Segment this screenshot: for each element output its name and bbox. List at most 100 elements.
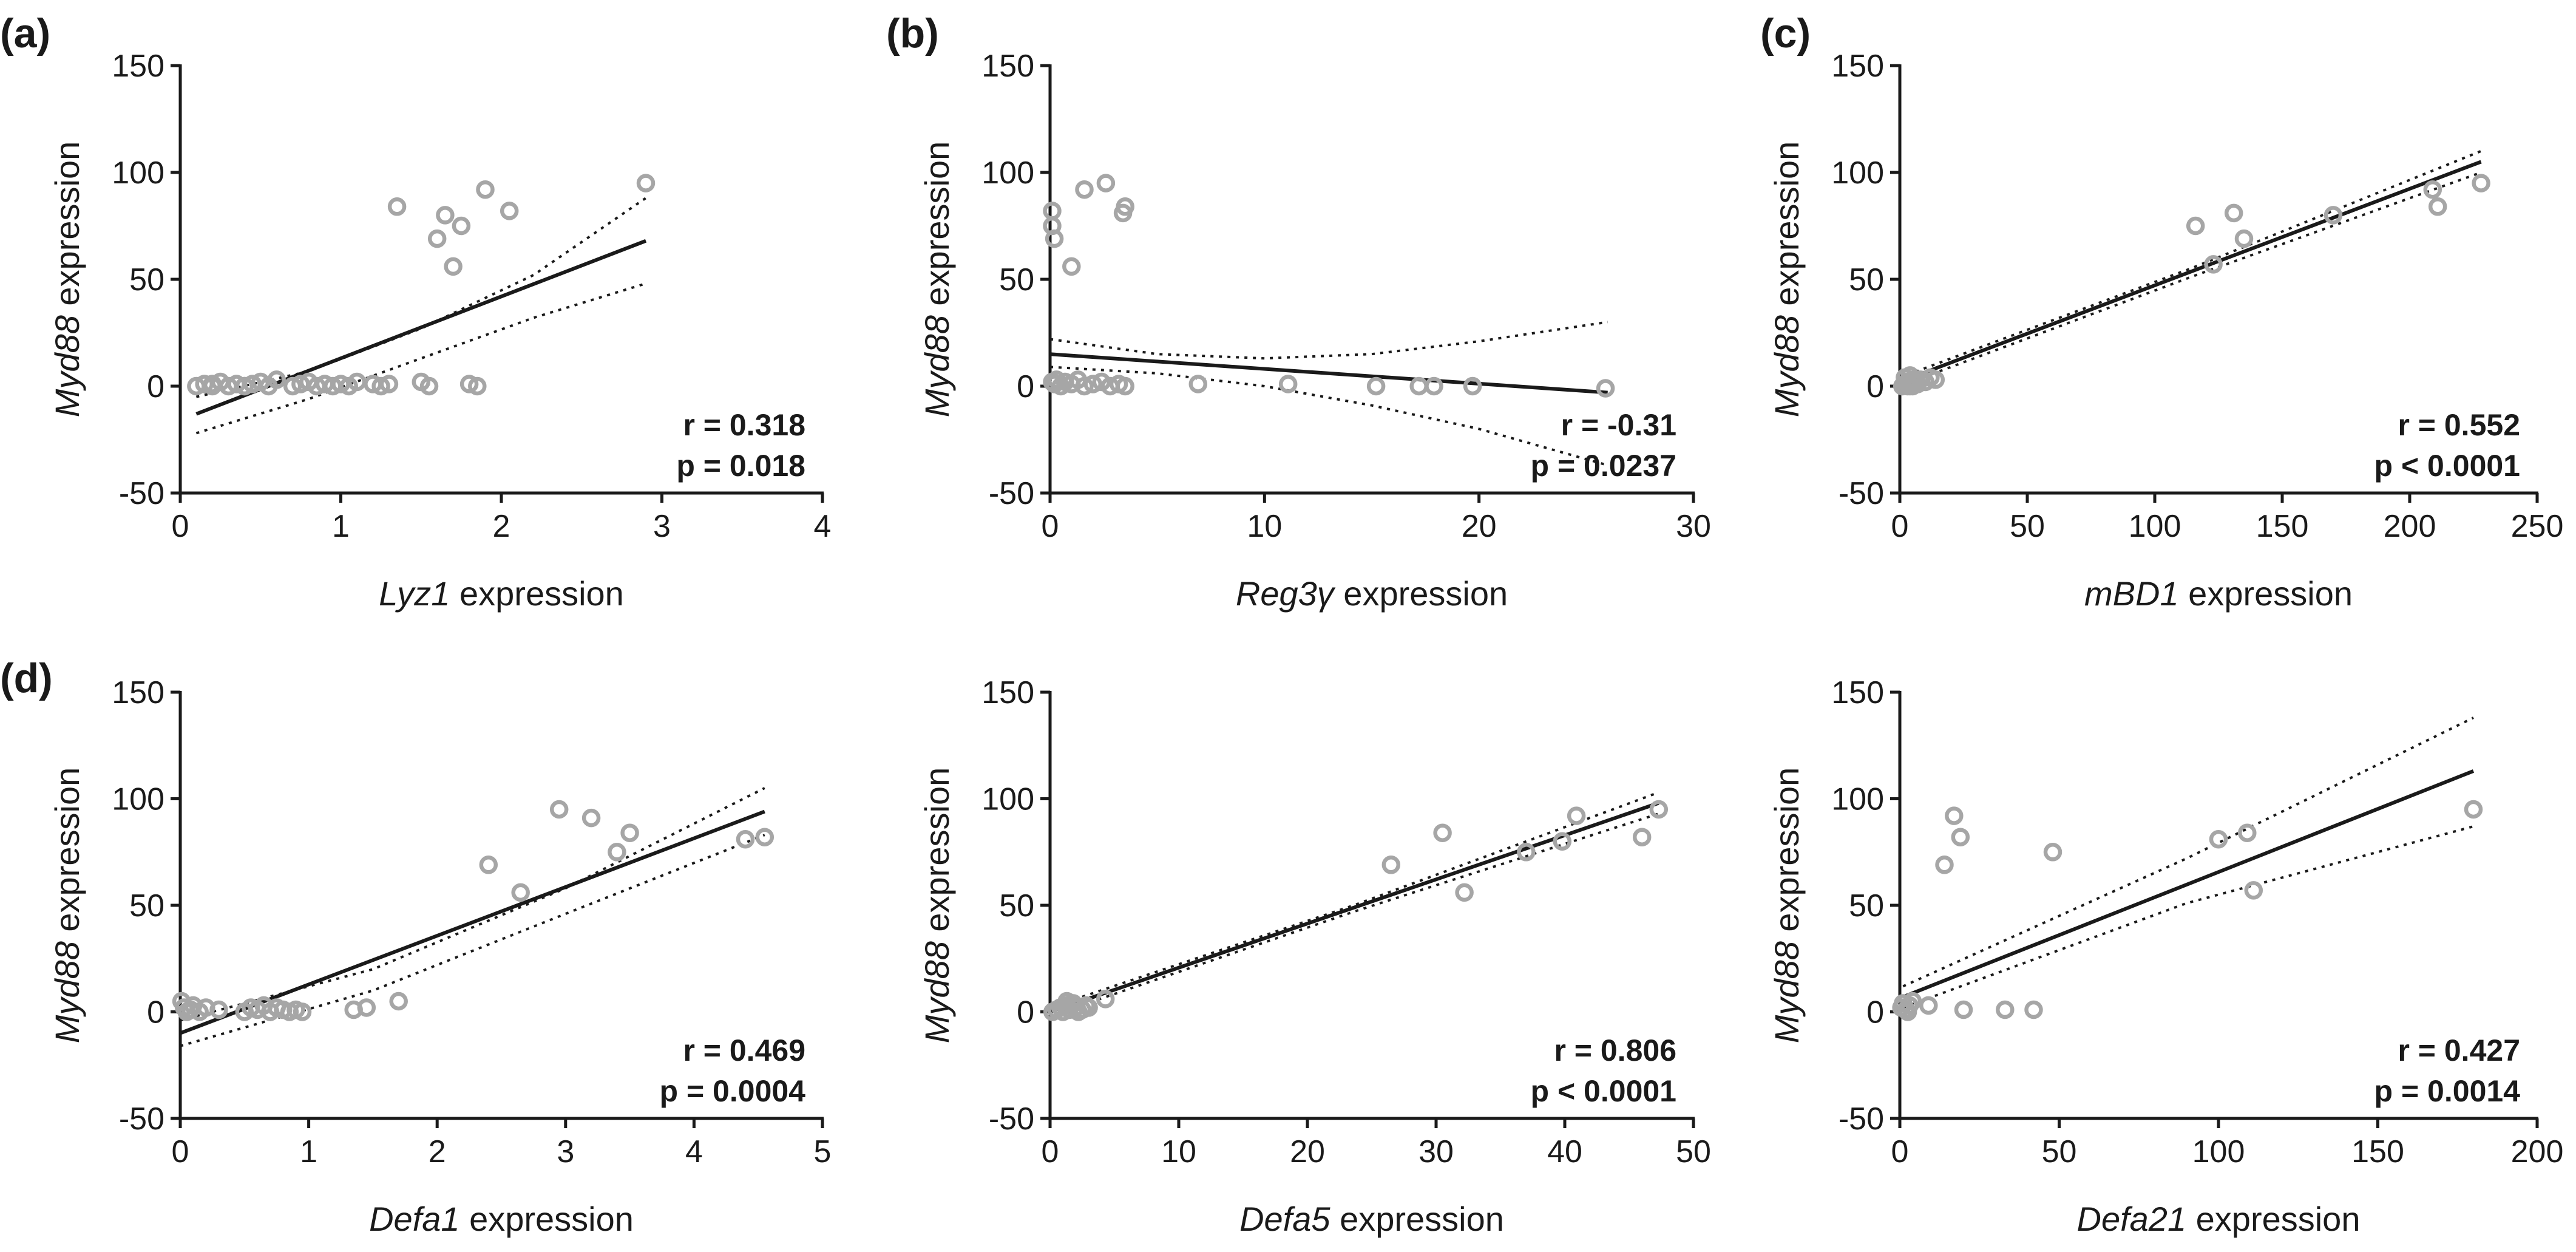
data-point <box>1951 828 1970 846</box>
x-tick-label: 1 <box>332 509 350 544</box>
y-axis-title: Myd88 expression <box>48 767 86 1043</box>
data-point <box>389 992 408 1011</box>
x-tick-label: 10 <box>1247 509 1282 544</box>
y-axis-gene-name: Myd88 <box>1768 315 1806 417</box>
x-tick-label: 2 <box>429 1134 446 1169</box>
ci-upper-line <box>1899 149 2482 379</box>
data-point <box>1083 375 1102 393</box>
x-tick-label: 0 <box>1891 1134 1909 1169</box>
p-value: p = 0.018 <box>676 449 805 483</box>
data-point <box>2244 881 2263 900</box>
data-point <box>476 180 495 199</box>
data-point <box>2186 216 2205 236</box>
y-axis-title: Myd88 expression <box>1768 141 1806 417</box>
data-point <box>500 202 519 220</box>
x-tick-label: 4 <box>814 509 832 544</box>
x-tick-label: 30 <box>1418 1134 1454 1169</box>
data-point <box>2204 255 2223 274</box>
x-tick-label: 40 <box>1547 1134 1582 1169</box>
x-axis-gene-name: Lyz1 <box>379 574 450 613</box>
data-point <box>379 375 399 393</box>
y-axis-title-suffix: expression <box>48 141 86 315</box>
data-point <box>1051 376 1070 396</box>
x-tick-label: 50 <box>2042 1134 2077 1169</box>
correlation-r: r = 0.552 <box>2398 408 2520 442</box>
data-point <box>1096 174 1116 192</box>
panel-label: (a) <box>0 10 50 56</box>
data-point <box>736 829 755 849</box>
data-point <box>2238 823 2257 842</box>
x-axis-title: Defa1 expression <box>369 1200 634 1238</box>
data-point <box>1433 823 1452 842</box>
y-axis-title-suffix: expression <box>918 767 956 941</box>
y-tick-label: -50 <box>1839 1101 1884 1137</box>
panel-label: (d) <box>0 655 53 701</box>
y-axis-gene-name: Myd88 <box>1768 941 1806 1043</box>
x-tick-label: 4 <box>685 1134 703 1169</box>
ci-upper-line <box>1902 716 2474 988</box>
y-axis-title-suffix: expression <box>48 767 86 941</box>
data-point <box>371 376 390 396</box>
data-point <box>1517 843 1536 862</box>
y-tick-label: 150 <box>1831 675 1884 710</box>
data-point <box>2323 206 2343 225</box>
y-tick-label: 150 <box>1831 49 1884 84</box>
data-point <box>1116 376 1134 396</box>
ci-lower-line <box>180 834 765 1047</box>
data-point <box>283 376 302 396</box>
y-tick-label: 100 <box>112 782 164 817</box>
data-point <box>1278 375 1298 393</box>
y-axis-gene-name: Myd88 <box>48 941 86 1043</box>
x-tick-label: 0 <box>172 1134 189 1169</box>
data-point <box>1945 806 1964 825</box>
x-tick-label: 50 <box>2010 509 2045 544</box>
p-value: p = 0.0014 <box>2374 1074 2521 1108</box>
y-tick-label: 0 <box>1017 369 1034 404</box>
y-tick-label: 0 <box>1866 995 1884 1030</box>
data-point <box>1366 376 1386 396</box>
y-tick-label: 50 <box>999 888 1034 924</box>
data-point <box>293 1002 312 1021</box>
y-axis-title: Myd88 expression <box>48 141 86 417</box>
x-tick-label: 1 <box>300 1134 317 1169</box>
data-point <box>2464 800 2483 819</box>
x-tick-label: 0 <box>172 509 189 544</box>
x-tick-label: 0 <box>1042 509 1059 544</box>
x-tick-label: 100 <box>2192 1134 2245 1169</box>
ci-upper-line <box>180 787 765 1022</box>
data-point <box>2234 229 2254 248</box>
y-axis-title-suffix: expression <box>1768 141 1806 315</box>
y-tick-label: -50 <box>989 1101 1034 1137</box>
data-point <box>1553 832 1572 851</box>
data-point <box>235 376 254 396</box>
data-point <box>357 998 376 1017</box>
x-tick-label: 20 <box>1290 1134 1325 1169</box>
x-axis-title: Lyz1 expression <box>379 574 624 613</box>
data-point <box>1632 828 1652 846</box>
x-axis-title-suffix: expression <box>450 574 623 613</box>
data-point <box>427 229 447 248</box>
y-tick-label: 0 <box>1017 995 1034 1030</box>
data-point <box>2024 1000 2043 1019</box>
x-axis-title-suffix: expression <box>460 1200 634 1238</box>
x-tick-label: 150 <box>2256 509 2309 544</box>
x-axis-title-suffix: expression <box>1334 574 1508 613</box>
data-point <box>1043 202 1062 220</box>
data-point <box>2423 180 2442 199</box>
data-point <box>2428 197 2447 216</box>
regression-line <box>1049 352 1608 395</box>
data-point <box>2472 174 2490 192</box>
x-axis-gene-name: mBD1 <box>2084 574 2179 613</box>
data-point <box>387 197 407 216</box>
data-point <box>1996 1000 2015 1019</box>
data-point <box>1188 375 1208 393</box>
data-point <box>1062 994 1082 1013</box>
data-point <box>608 843 626 862</box>
data-point <box>419 376 439 396</box>
x-tick-label: 50 <box>1676 1134 1711 1169</box>
